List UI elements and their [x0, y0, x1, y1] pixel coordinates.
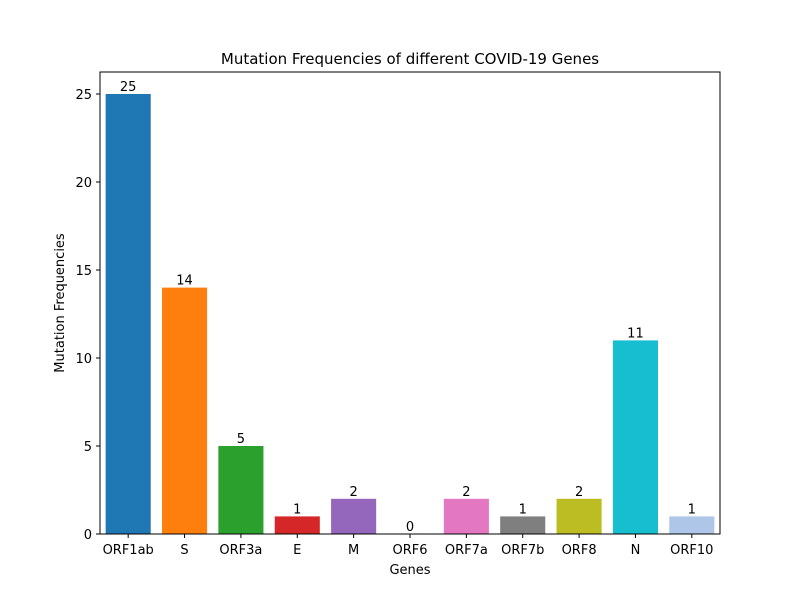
x-tick-label-orf8: ORF8: [562, 543, 597, 558]
data-label-orf1ab: 25: [120, 80, 137, 95]
data-label-m: 2: [349, 485, 357, 500]
bar-orf8: [556, 498, 602, 534]
y-tick-label-0: 0: [84, 528, 92, 543]
x-tick-label-orf7b: ORF7b: [501, 543, 544, 558]
data-label-e: 1: [293, 502, 301, 517]
bar-orf7a: [443, 498, 489, 534]
x-tick-label-e: E: [293, 543, 301, 558]
y-tick-label-20: 20: [75, 176, 92, 191]
x-tick-label-orf6: ORF6: [392, 543, 427, 558]
y-tick-label-10: 10: [75, 352, 92, 367]
data-label-orf7b: 1: [519, 502, 527, 517]
bar-orf1ab: [105, 94, 151, 534]
data-label-orf8: 2: [575, 485, 583, 500]
data-label-orf3a: 5: [237, 432, 245, 447]
data-label-orf10: 1: [688, 502, 696, 517]
y-axis: 0 5 10 15 20 25: [75, 88, 100, 543]
x-tick-label-orf1ab: ORF1ab: [103, 543, 154, 558]
bar-orf7b: [500, 516, 546, 534]
y-axis-label: Mutation Frequencies: [53, 233, 68, 373]
x-tick-label-orf3a: ORF3a: [219, 543, 262, 558]
x-axis: ORF1ab S ORF3a E M ORF6 ORF7a ORF7b ORF8 N ORF10: [103, 534, 713, 558]
y-tick-label-5: 5: [84, 440, 92, 455]
bar-m: [331, 498, 377, 534]
x-tick-label-m: M: [348, 543, 359, 558]
data-label-s: 14: [176, 274, 193, 289]
data-label-orf7a: 2: [462, 485, 470, 500]
bar-orf3a: [218, 446, 264, 534]
bar-e: [274, 516, 320, 534]
x-tick-label-n: N: [631, 543, 641, 558]
chart-title: Mutation Frequencies of different COVID-…: [221, 50, 599, 68]
x-axis-label: Genes: [389, 563, 430, 578]
bar-orf10: [669, 516, 715, 534]
data-label-orf6: 0: [406, 520, 414, 535]
data-label-n: 11: [627, 326, 644, 341]
bar-n: [612, 340, 658, 534]
x-tick-label-s: S: [180, 543, 188, 558]
bars-layer: [105, 94, 715, 534]
y-tick-label-15: 15: [75, 264, 92, 279]
bar-s: [162, 287, 208, 534]
x-tick-label-orf7a: ORF7a: [445, 543, 488, 558]
x-tick-label-orf10: ORF10: [670, 543, 713, 558]
y-tick-label-25: 25: [75, 88, 92, 103]
